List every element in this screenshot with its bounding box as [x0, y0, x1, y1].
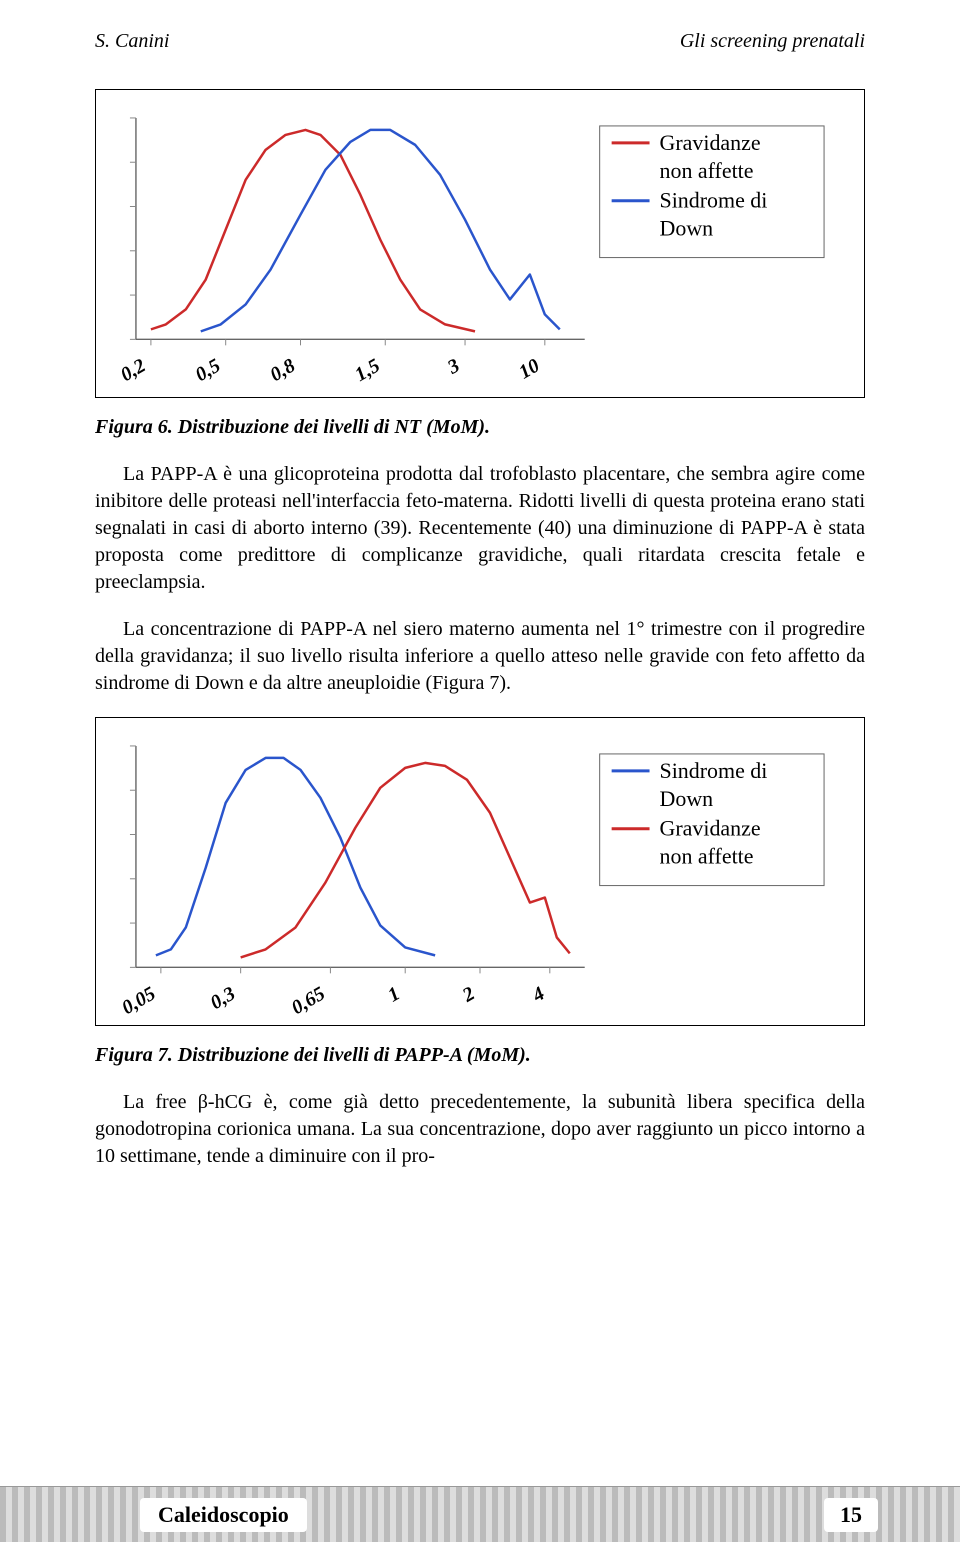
figure-6-box: 0,2 0,5 0,8 1,5 3 10 Gravidanze non affette Sind…: [95, 89, 865, 398]
svg-text:1,5: 1,5: [351, 355, 384, 387]
figure-7-box: 0,05 0,3 0,65 1 2 4 Sindrome di Down Gravidanze n…: [95, 717, 865, 1026]
svg-text:Down: Down: [660, 786, 714, 811]
svg-text:0,65: 0,65: [288, 983, 329, 1016]
footer-band: Caleidoscopio 15: [0, 1486, 960, 1542]
svg-text:Gravidanze: Gravidanze: [660, 130, 761, 155]
svg-text:Down: Down: [660, 216, 714, 241]
header-title: Gli screening prenatali: [680, 30, 865, 53]
svg-text:Sindrome di: Sindrome di: [660, 758, 768, 783]
paragraph-1: La PAPP-A è una glicoproteina prodotta d…: [95, 461, 865, 596]
paragraph-2: La concentrazione di PAPP-A nel siero ma…: [95, 616, 865, 697]
svg-text:2: 2: [458, 983, 479, 1008]
svg-text:non affette: non affette: [660, 158, 754, 183]
figure-7-chart: 0,05 0,3 0,65 1 2 4 Sindrome di Down Gravidanze n…: [106, 728, 854, 1015]
svg-text:Sindrome di: Sindrome di: [660, 188, 768, 213]
page-header: S. Canini Gli screening prenatali: [95, 30, 865, 53]
paragraph-2-text: La concentrazione di PAPP-A nel siero ma…: [95, 618, 865, 694]
svg-text:1: 1: [384, 983, 404, 1007]
figure-7-caption: Figura 7. Distribuzione dei livelli di P…: [95, 1044, 865, 1067]
svg-text:Gravidanze: Gravidanze: [660, 816, 761, 841]
svg-text:0,2: 0,2: [117, 355, 150, 387]
svg-text:10: 10: [515, 355, 543, 384]
paragraph-1-text: La PAPP-A è una glicoproteina prodotta d…: [95, 463, 865, 593]
paragraph-3: La free β-hCG è, come già detto preceden…: [95, 1089, 865, 1170]
paragraph-3-text: La free β-hCG è, come già detto preceden…: [95, 1091, 865, 1167]
figure-6-chart: 0,2 0,5 0,8 1,5 3 10 Gravidanze non affette Sind…: [106, 100, 854, 387]
svg-text:non affette: non affette: [660, 844, 754, 869]
header-author: S. Canini: [95, 30, 169, 53]
svg-text:4: 4: [528, 983, 549, 1008]
footer-page: 15: [824, 1498, 878, 1532]
svg-text:0,8: 0,8: [266, 355, 299, 387]
svg-text:0,3: 0,3: [207, 983, 240, 1015]
figure-6-caption: Figura 6. Distribuzione dei livelli di N…: [95, 416, 865, 439]
footer-title: Caleidoscopio: [140, 1498, 307, 1532]
svg-text:3: 3: [443, 355, 464, 380]
svg-text:0,5: 0,5: [192, 355, 225, 387]
svg-text:0,05: 0,05: [118, 983, 159, 1016]
